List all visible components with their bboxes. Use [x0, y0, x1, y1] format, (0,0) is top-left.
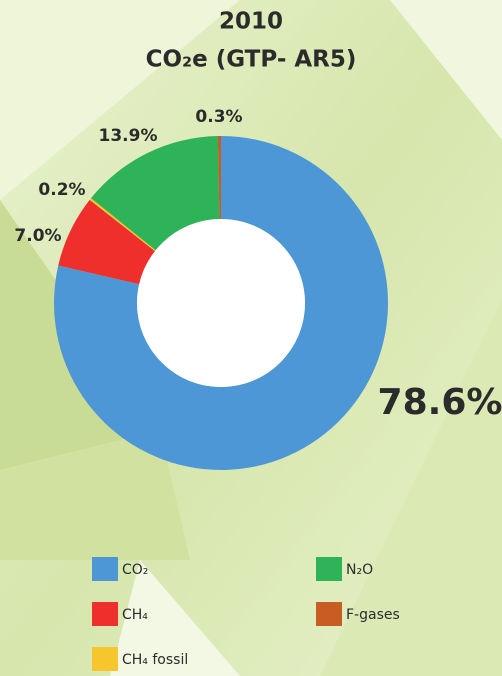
slice [53, 136, 389, 471]
bg-poly [110, 560, 240, 676]
data-label: 0.3% [195, 107, 242, 127]
legend-swatch [92, 557, 118, 581]
donut-hole [137, 219, 305, 387]
bg-poly [0, 430, 190, 560]
data-label: 7.0% [14, 226, 61, 246]
legend-label: CO₂ [122, 562, 148, 578]
bg-poly [0, 0, 240, 200]
data-label: 13.9% [99, 126, 158, 146]
legend-swatch [316, 557, 342, 581]
slice [90, 136, 220, 251]
slice [217, 136, 221, 220]
legend-label: N₂O [346, 562, 373, 578]
legend-label: CH₄ [122, 607, 148, 623]
slice [58, 199, 155, 285]
bg-poly [390, 0, 502, 140]
data-label: 78.6% [378, 382, 502, 423]
legend-swatch [92, 602, 118, 626]
bg-poly [320, 300, 502, 676]
slice [89, 198, 156, 252]
legend-swatch [92, 647, 118, 671]
data-label: 0.2% [38, 180, 85, 200]
legend-label: F-gases [346, 607, 400, 623]
chart-title: 2010 [219, 9, 283, 35]
legend-swatch [316, 602, 342, 626]
legend-label: CH₄ fossil [122, 652, 188, 668]
chart-subtitle: CO₂e (GTP- AR5) [146, 47, 357, 73]
